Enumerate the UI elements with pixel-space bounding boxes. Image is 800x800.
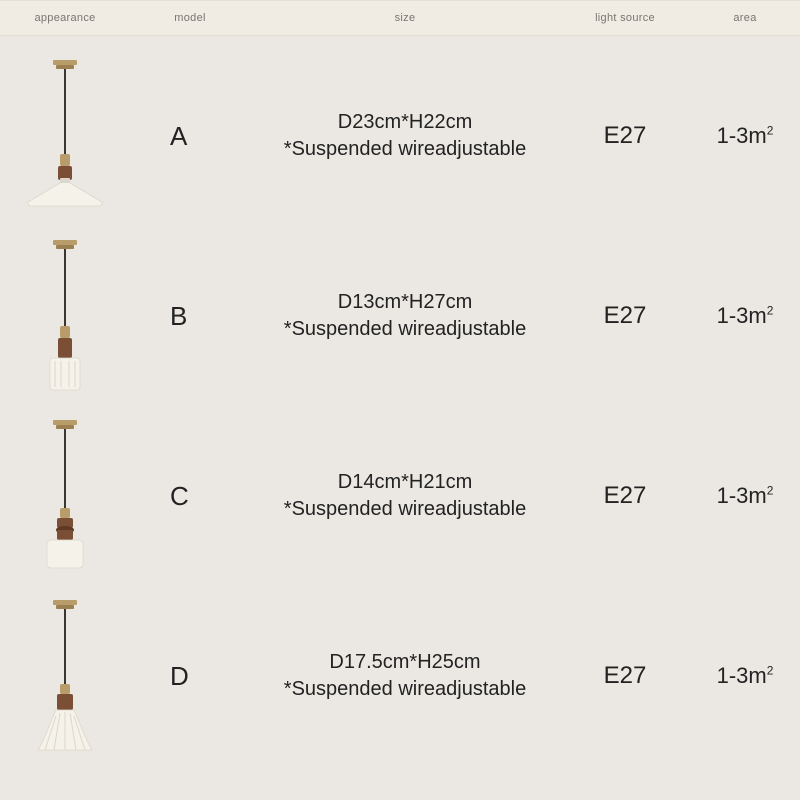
light-source-cell: E27 xyxy=(560,122,690,150)
size-cell: D17.5cm*H25cm *Suspended wireadjustable xyxy=(250,649,560,703)
pendant-lamp-icon xyxy=(20,596,110,756)
col-area: area xyxy=(690,12,800,24)
area-cell: 1-3m2 xyxy=(690,303,800,329)
pendant-lamp-icon xyxy=(20,416,110,576)
size-dim: D17.5cm*H25cm xyxy=(250,649,560,676)
col-appearance: appearance xyxy=(0,12,130,24)
table-row: D D17.5cm*H25cm *Suspended wireadjustabl… xyxy=(0,586,800,766)
size-cell: D14cm*H21cm *Suspended wireadjustable xyxy=(250,469,560,523)
area-value: 1-3m xyxy=(717,123,767,148)
lamp-illustration-c xyxy=(0,406,130,586)
pendant-lamp-icon xyxy=(20,56,110,216)
size-dim: D23cm*H22cm xyxy=(250,109,560,136)
area-cell: 1-3m2 xyxy=(690,663,800,689)
light-source-cell: E27 xyxy=(560,482,690,510)
size-dim: D13cm*H27cm xyxy=(250,289,560,316)
area-exp: 2 xyxy=(767,664,774,678)
col-light-source: light source xyxy=(560,12,690,24)
table-row: A D23cm*H22cm *Suspended wireadjustable … xyxy=(0,46,800,226)
area-cell: 1-3m2 xyxy=(690,483,800,509)
light-source-cell: E27 xyxy=(560,662,690,690)
size-note: *Suspended wireadjustable xyxy=(250,676,560,703)
model-label: D xyxy=(130,661,250,692)
size-cell: D23cm*H22cm *Suspended wireadjustable xyxy=(250,109,560,163)
size-note: *Suspended wireadjustable xyxy=(250,136,560,163)
lamp-illustration-a xyxy=(0,46,130,226)
pendant-lamp-icon xyxy=(20,236,110,396)
size-dim: D14cm*H21cm xyxy=(250,469,560,496)
lamp-illustration-b xyxy=(0,226,130,406)
model-label: C xyxy=(130,481,250,512)
size-note: *Suspended wireadjustable xyxy=(250,316,560,343)
col-size: size xyxy=(250,12,560,24)
area-exp: 2 xyxy=(767,304,774,318)
light-source-cell: E27 xyxy=(560,302,690,330)
table-row: C D14cm*H21cm *Suspended wireadjustable … xyxy=(0,406,800,586)
col-model: model xyxy=(130,12,250,24)
lamp-illustration-d xyxy=(0,586,130,766)
spec-table: appearance model size light source area … xyxy=(0,0,800,800)
size-note: *Suspended wireadjustable xyxy=(250,496,560,523)
area-value: 1-3m xyxy=(717,663,767,688)
size-cell: D13cm*H27cm *Suspended wireadjustable xyxy=(250,289,560,343)
area-value: 1-3m xyxy=(717,483,767,508)
model-label: B xyxy=(130,301,250,332)
table-row: B D13cm*H27cm *Suspended wireadjustable … xyxy=(0,226,800,406)
area-exp: 2 xyxy=(767,484,774,498)
table-header-row: appearance model size light source area xyxy=(0,0,800,36)
area-exp: 2 xyxy=(767,124,774,138)
model-label: A xyxy=(130,121,250,152)
area-cell: 1-3m2 xyxy=(690,123,800,149)
table-body: A D23cm*H22cm *Suspended wireadjustable … xyxy=(0,36,800,766)
area-value: 1-3m xyxy=(717,303,767,328)
